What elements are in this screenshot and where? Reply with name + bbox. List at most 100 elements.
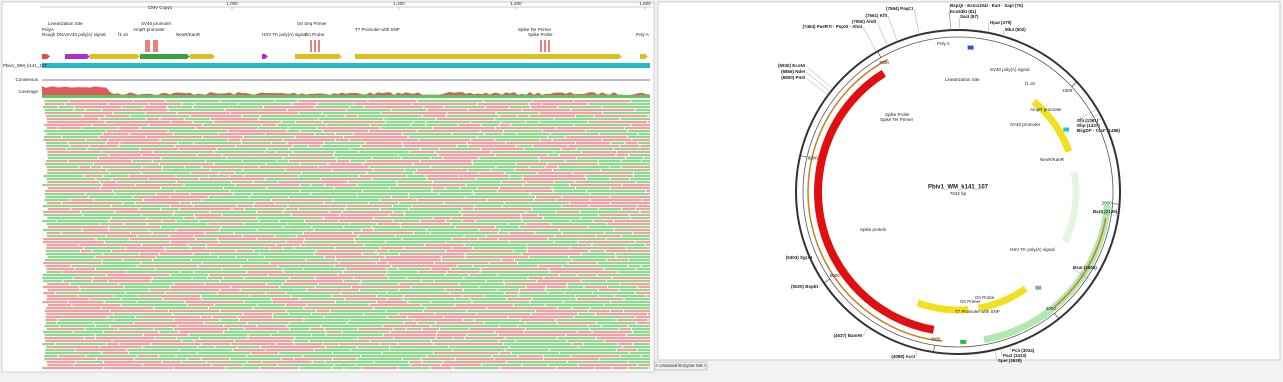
read xyxy=(197,352,251,355)
read xyxy=(522,109,571,112)
read xyxy=(68,160,132,163)
read xyxy=(85,193,115,196)
read xyxy=(644,157,650,160)
read xyxy=(465,337,505,340)
read xyxy=(88,196,133,199)
read xyxy=(194,103,238,106)
read xyxy=(151,280,220,283)
read xyxy=(139,208,161,211)
read xyxy=(264,256,324,259)
read xyxy=(113,112,145,115)
read xyxy=(239,319,304,322)
read xyxy=(392,109,427,112)
read xyxy=(311,184,325,187)
read xyxy=(162,220,176,223)
read xyxy=(159,163,214,166)
read xyxy=(459,283,504,286)
read xyxy=(598,295,614,298)
enzyme-set-label[interactable]: < Unsaved Enzyme Set > xyxy=(655,363,706,368)
read xyxy=(552,139,602,142)
read xyxy=(499,352,511,355)
read xyxy=(336,157,372,160)
read xyxy=(119,343,151,346)
read xyxy=(525,121,539,124)
read xyxy=(589,103,650,106)
read xyxy=(283,283,319,286)
map-feature-label: T7 Promoter with SNP xyxy=(955,309,1000,314)
read xyxy=(95,325,110,328)
read xyxy=(45,313,113,316)
read xyxy=(66,148,87,151)
enzyme-leader xyxy=(862,26,877,53)
read xyxy=(370,124,411,127)
read xyxy=(162,361,181,364)
read xyxy=(193,121,213,124)
read xyxy=(201,343,231,346)
read xyxy=(495,154,548,157)
enzyme-set-button[interactable] xyxy=(654,361,708,371)
enzyme-label: (5303) SgrAI xyxy=(786,255,812,260)
read xyxy=(285,169,332,172)
read xyxy=(43,331,73,334)
read xyxy=(228,139,241,142)
read xyxy=(520,319,556,322)
read xyxy=(526,211,556,214)
read xyxy=(610,310,623,313)
read xyxy=(369,130,417,133)
read xyxy=(335,139,349,142)
read xyxy=(62,271,126,274)
read xyxy=(633,232,650,235)
read xyxy=(304,319,349,322)
map-feature-label: f1 ori xyxy=(1025,81,1035,86)
read xyxy=(588,226,650,229)
read xyxy=(161,157,227,160)
read xyxy=(202,298,271,301)
read xyxy=(293,151,335,154)
read xyxy=(46,232,61,235)
read xyxy=(504,130,542,133)
read xyxy=(358,235,395,238)
read xyxy=(134,322,204,325)
read xyxy=(551,223,607,226)
read xyxy=(324,328,358,331)
read xyxy=(636,268,650,271)
read xyxy=(484,295,518,298)
read xyxy=(499,340,515,343)
read xyxy=(325,361,374,364)
orange-arc xyxy=(807,58,943,342)
read xyxy=(45,265,71,268)
feature-label: Rough DNA xyxy=(42,32,66,37)
read xyxy=(345,115,358,118)
read xyxy=(431,301,472,304)
read xyxy=(369,166,430,169)
read xyxy=(554,181,575,184)
read xyxy=(402,358,421,361)
read xyxy=(276,244,300,247)
read xyxy=(476,178,523,181)
read xyxy=(466,184,523,187)
read xyxy=(271,298,299,301)
read xyxy=(314,229,362,232)
read xyxy=(152,160,205,163)
read xyxy=(499,187,552,190)
read xyxy=(103,175,128,178)
read xyxy=(63,280,92,283)
read xyxy=(335,256,385,259)
primer-mark xyxy=(540,40,542,52)
read xyxy=(46,223,100,226)
read xyxy=(311,193,357,196)
read xyxy=(236,250,254,253)
read xyxy=(162,166,185,169)
read xyxy=(596,337,650,340)
read xyxy=(401,157,431,160)
read xyxy=(241,265,278,268)
read xyxy=(312,334,326,337)
read xyxy=(486,280,504,283)
read xyxy=(509,241,554,244)
read xyxy=(258,127,288,130)
read xyxy=(463,319,474,322)
read xyxy=(193,205,237,208)
read xyxy=(153,259,191,262)
read xyxy=(578,346,623,349)
